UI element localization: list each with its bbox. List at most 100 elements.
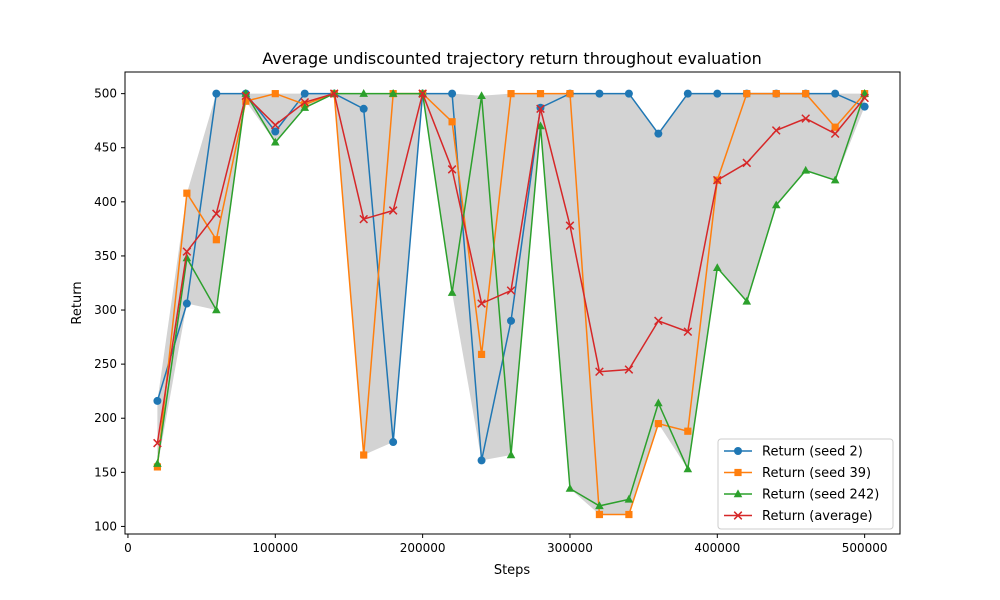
data-point xyxy=(536,90,545,98)
data-point xyxy=(743,90,751,98)
data-point xyxy=(212,305,221,314)
data-point xyxy=(624,89,633,98)
legend: Return (seed 2) Return (seed 39) Return (s… xyxy=(717,438,894,530)
data-point xyxy=(477,456,486,465)
data-point xyxy=(801,114,811,123)
data-point xyxy=(447,288,457,296)
data-point xyxy=(212,236,220,244)
x-tick-label: 0 xyxy=(124,541,132,555)
data-point xyxy=(182,247,192,256)
data-point xyxy=(565,483,575,492)
data-point xyxy=(182,299,191,308)
data-point xyxy=(860,102,869,111)
data-point xyxy=(772,90,780,98)
legend-item: Return (seed 39) xyxy=(724,466,871,481)
series-4 xyxy=(153,89,869,448)
data-point xyxy=(448,118,456,126)
data-point xyxy=(506,286,516,295)
data-point xyxy=(742,158,752,168)
data-point xyxy=(388,206,398,215)
plot-frame xyxy=(124,71,901,535)
data-point xyxy=(153,459,162,467)
data-point xyxy=(742,296,752,305)
data-point xyxy=(507,90,515,98)
data-point xyxy=(831,123,839,131)
data-point xyxy=(418,89,427,98)
data-point xyxy=(713,263,722,272)
data-point xyxy=(536,121,545,130)
data-point xyxy=(830,129,840,139)
x-tick-label: 100000 xyxy=(252,541,298,555)
data-point xyxy=(242,97,250,105)
y-tick-label: 500 xyxy=(94,87,117,101)
y-tick-label: 300 xyxy=(94,303,117,317)
data-point xyxy=(595,510,604,519)
data-point xyxy=(654,129,663,138)
y-axis-label: Return xyxy=(70,281,85,324)
y-tick-label: 150 xyxy=(94,465,117,479)
data-point xyxy=(565,221,575,230)
data-point xyxy=(448,89,457,98)
data-point xyxy=(270,120,280,130)
data-point xyxy=(595,89,604,98)
data-point xyxy=(654,398,663,407)
data-point xyxy=(507,316,516,325)
data-point xyxy=(506,450,516,459)
data-point xyxy=(153,438,162,448)
data-point xyxy=(801,165,811,174)
legend-box xyxy=(717,438,894,530)
x-tick-label: 400000 xyxy=(694,541,740,555)
data-point xyxy=(624,494,634,503)
data-point xyxy=(359,214,369,224)
data-point xyxy=(359,104,368,113)
data-point xyxy=(477,91,486,100)
plot-area xyxy=(153,89,869,519)
data-point xyxy=(683,327,693,337)
data-point xyxy=(153,463,162,471)
data-point xyxy=(712,175,722,185)
data-point xyxy=(389,438,398,447)
data-point xyxy=(831,89,840,98)
data-point xyxy=(153,396,162,405)
x-axis: 0 100000 200000 300000 400000 500000 xyxy=(124,534,888,555)
data-point xyxy=(477,299,486,308)
data-point xyxy=(271,127,280,136)
legend-label: Return (average) xyxy=(762,509,873,524)
legend-label: Return (seed 2) xyxy=(762,445,863,460)
data-point xyxy=(566,90,574,98)
legend-marker xyxy=(733,511,743,520)
data-point xyxy=(212,209,221,219)
legend-item: Return (average) xyxy=(724,509,873,524)
data-point xyxy=(683,464,693,473)
data-point xyxy=(654,420,662,428)
y-tick-label: 200 xyxy=(94,411,117,425)
data-point xyxy=(536,104,545,114)
legend-item: Return (seed 2) xyxy=(724,445,863,460)
data-point xyxy=(595,501,604,510)
y-tick-label: 250 xyxy=(94,357,117,371)
data-point xyxy=(624,365,634,374)
x-tick-label: 500000 xyxy=(842,541,888,555)
y-tick-label: 450 xyxy=(94,141,117,155)
data-point xyxy=(270,137,280,146)
data-point xyxy=(182,253,192,262)
data-point xyxy=(300,103,310,111)
data-point xyxy=(771,126,781,135)
data-point xyxy=(684,427,692,435)
data-point xyxy=(300,89,309,98)
y-tick-label: 100 xyxy=(94,519,117,533)
legend-label: Return (seed 242) xyxy=(762,488,879,503)
data-point xyxy=(300,97,310,107)
legend-item: Return (seed 242) xyxy=(724,488,879,503)
data-point xyxy=(802,90,810,98)
legend-marker xyxy=(734,468,742,477)
y-axis: 100 150 200 250 300 350 400 450 500 xyxy=(94,87,125,533)
y-tick-label: 350 xyxy=(94,249,117,263)
legend-label: Return (seed 39) xyxy=(762,466,871,481)
data-point xyxy=(359,89,368,97)
x-tick-label: 300000 xyxy=(547,541,593,555)
data-point xyxy=(536,103,545,112)
legend-marker xyxy=(733,489,743,498)
data-point xyxy=(241,89,251,97)
